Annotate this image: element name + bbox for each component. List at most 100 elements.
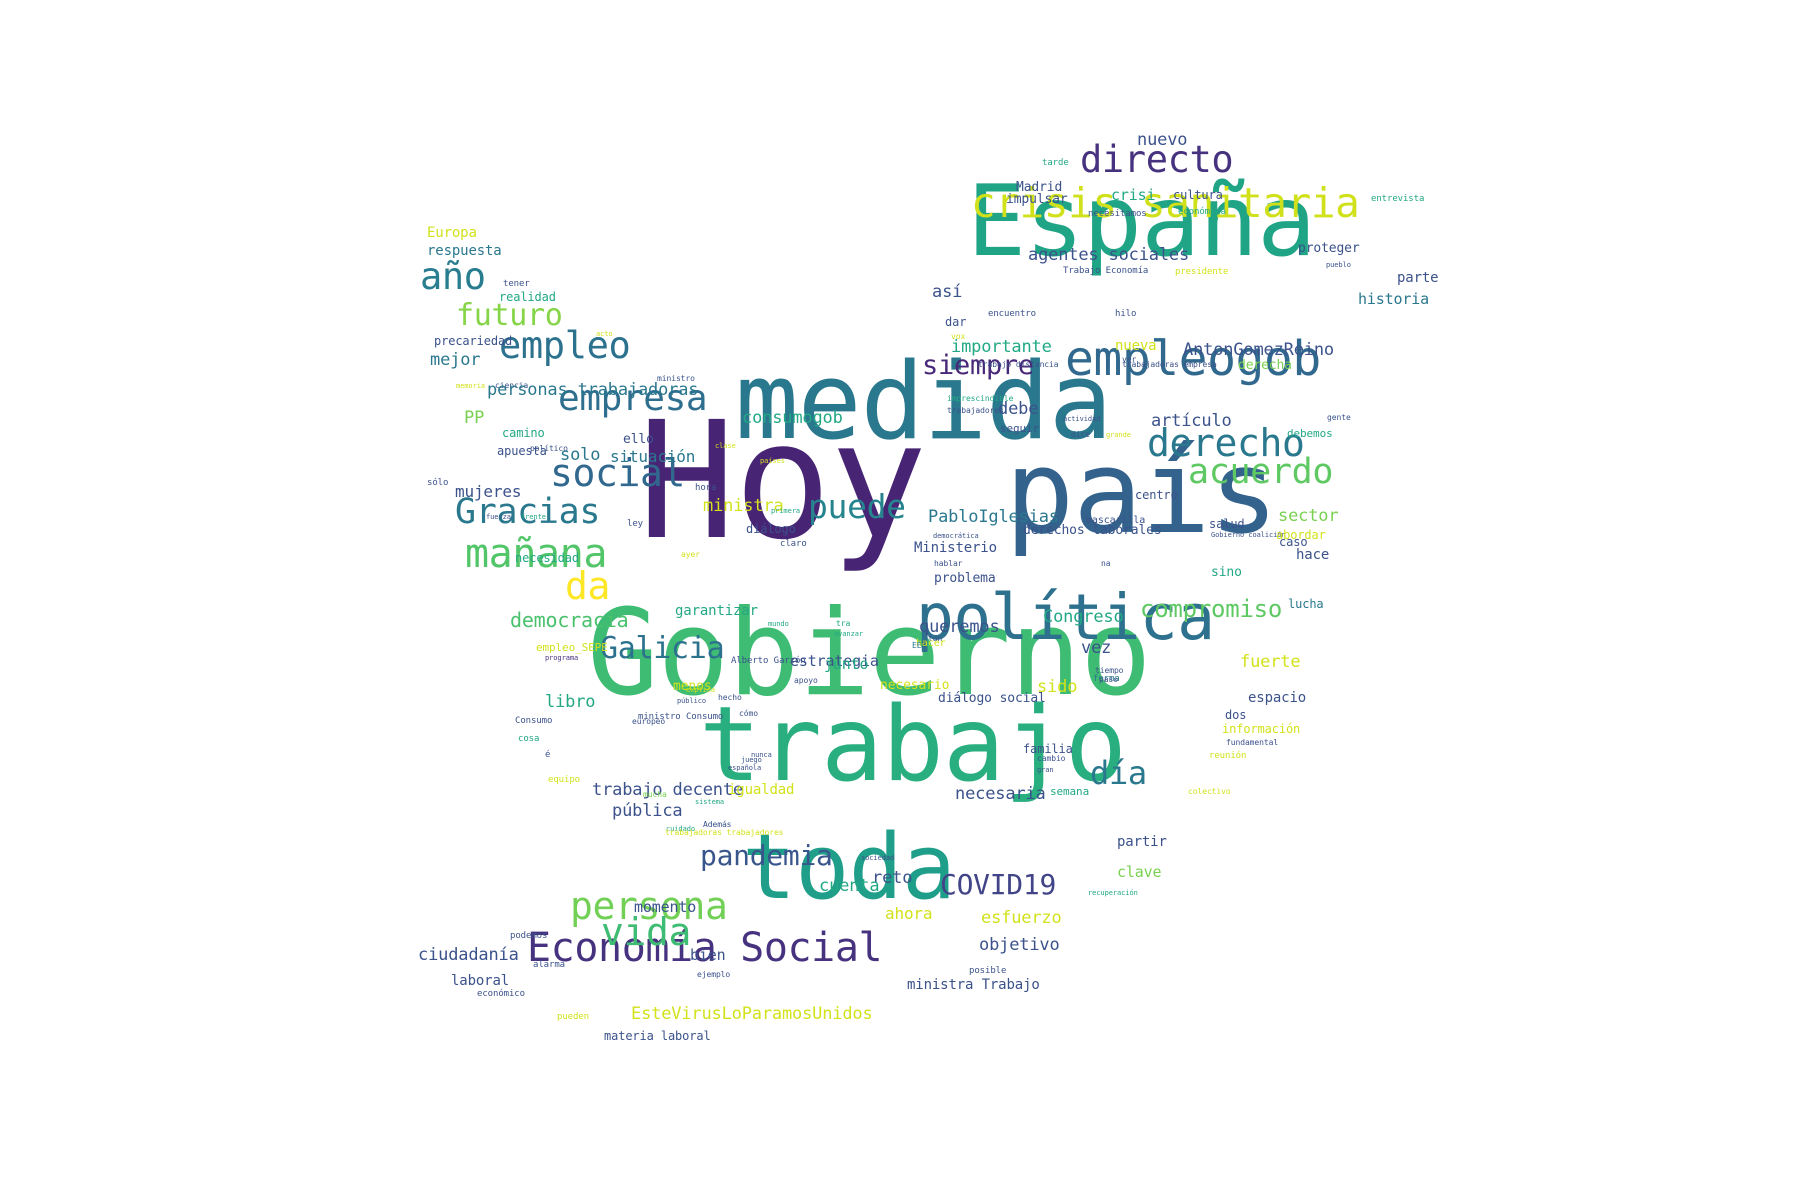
cloud-word: Alberto Garzón — [731, 656, 806, 667]
cloud-word: memoria — [456, 381, 486, 390]
cloud-word: pública — [612, 801, 683, 822]
cloud-word: ciudadanía — [418, 945, 519, 966]
cloud-word: Consumo — [515, 716, 553, 727]
cloud-word: político — [530, 444, 568, 454]
cloud-word: acuerdo — [1188, 451, 1334, 492]
cloud-word: día — [1090, 754, 1147, 793]
cloud-word: ministra — [703, 496, 784, 517]
cloud-word: mundo — [768, 619, 789, 628]
cloud-word: AntonGomezReino — [1183, 340, 1334, 361]
cloud-word: Gobierno — [587, 584, 1152, 723]
cloud-word: problema — [934, 570, 996, 586]
cloud-word: empresa — [558, 378, 708, 420]
cloud-word: medida — [735, 339, 1113, 463]
cloud-word: actividad — [1063, 414, 1101, 423]
cloud-word: democrática — [933, 531, 979, 540]
cloud-word: centro — [1135, 487, 1178, 502]
cloud-word: mascarilla — [1086, 515, 1146, 527]
cloud-word: ello — [623, 431, 654, 447]
cloud-word: tarde — [1042, 158, 1069, 169]
cloud-word: público — [677, 696, 707, 705]
cloud-word: acto — [596, 329, 613, 338]
cloud-word: cómo — [739, 709, 758, 719]
cloud-word: apoyo — [794, 676, 818, 686]
cloud-word: programa — [545, 653, 579, 662]
cloud-word: diálogo social — [938, 690, 1046, 706]
cloud-word: igualdad — [728, 781, 795, 798]
cloud-word: sino — [1211, 564, 1242, 580]
cloud-word: ley — [627, 519, 643, 530]
cloud-word: tra — [836, 619, 851, 629]
cloud-word: pueblo — [1326, 260, 1351, 269]
cloud-word: explica — [686, 685, 716, 694]
cloud-word: forma — [1093, 674, 1120, 685]
cloud-word: cambio — [1037, 754, 1066, 764]
cloud-word: fuerte — [1240, 652, 1301, 673]
cloud-word: importante — [951, 337, 1052, 358]
cloud-word: apuesta — [497, 443, 547, 458]
cloud-word: colectivo — [1188, 787, 1231, 797]
cloud-word: mejor — [430, 350, 481, 371]
cloud-word: agentes sociales — [1028, 245, 1190, 266]
cloud-word: países — [760, 456, 785, 465]
cloud-word: equipo — [548, 775, 580, 786]
cloud-word: avanzar — [834, 629, 864, 638]
cloud-word: mañana — [465, 530, 608, 577]
cloud-word: política — [916, 580, 1215, 654]
cloud-word: queremos — [919, 617, 1000, 638]
cloud-word: gran — [1037, 765, 1054, 774]
cloud-word: ciencia — [495, 381, 529, 391]
cloud-word: sido — [1037, 677, 1078, 698]
cloud-word: alarma — [533, 960, 565, 971]
cloud-word: reto — [872, 868, 913, 889]
cloud-word: tan — [928, 634, 943, 644]
cloud-word: ahora — [885, 904, 933, 924]
cloud-word: trabajadoras empresa — [1122, 360, 1217, 370]
cloud-word: fundamental — [1226, 738, 1279, 748]
cloud-word: empleo — [499, 324, 631, 368]
cloud-word: primera — [771, 506, 801, 515]
cloud-word: seguir — [1000, 421, 1040, 435]
cloud-word: presidente — [1175, 267, 1229, 278]
cloud-word: Además — [703, 820, 732, 830]
cloud-word: junto — [824, 655, 869, 674]
cloud-word: trabajo distancia — [978, 360, 1059, 370]
cloud-word: Gobierno coalición — [1211, 530, 1286, 539]
cloud-word: directo — [1080, 138, 1234, 182]
cloud-word: clave — [1117, 863, 1162, 882]
cloud-word: garantizar — [675, 602, 758, 619]
cloud-word: PabloIglesias — [928, 507, 1059, 528]
cloud-word: cuidado — [666, 824, 696, 833]
cloud-word: sistema — [695, 797, 725, 806]
cloud-word: económica — [1178, 207, 1226, 218]
cloud-word: paso — [1099, 675, 1118, 685]
cloud-word: reunión — [1209, 751, 1247, 762]
cloud-word: debe — [998, 399, 1039, 420]
cloud-word: hilo — [1115, 309, 1137, 320]
cloud-word: abordar — [1276, 527, 1326, 542]
cloud-word: fuerza — [486, 512, 511, 521]
cloud-word: persona — [570, 884, 728, 929]
cloud-word: futuro — [456, 298, 563, 334]
cloud-word: ayer — [681, 550, 700, 560]
cloud-word: recuperación — [1088, 888, 1138, 897]
cloud-word: crisi — [1111, 186, 1156, 205]
cloud-word: dar — [945, 314, 967, 329]
cloud-word: trabajadoras trabajadores — [665, 828, 784, 838]
cloud-word: hora — [695, 483, 717, 494]
cloud-word: siempre — [922, 349, 1034, 381]
cloud-word: trabajo — [699, 685, 1127, 806]
cloud-word: tiempo — [1095, 666, 1124, 676]
cloud-word: toda — [742, 814, 956, 920]
cloud-word: debemos — [1287, 426, 1333, 440]
cloud-word: social — [550, 451, 685, 496]
cloud-word: sector — [1278, 506, 1339, 527]
cloud-word: solo — [560, 445, 601, 466]
cloud-word: semana — [1050, 784, 1090, 798]
cloud-word: nueva — [1115, 337, 1157, 354]
cloud-word: Madrid — [1016, 179, 1063, 195]
cloud-word: libro — [545, 692, 596, 713]
cloud-word: precariedad — [434, 333, 513, 348]
cloud-word: materia laboral — [604, 1028, 711, 1043]
cloud-word: España — [967, 164, 1316, 279]
